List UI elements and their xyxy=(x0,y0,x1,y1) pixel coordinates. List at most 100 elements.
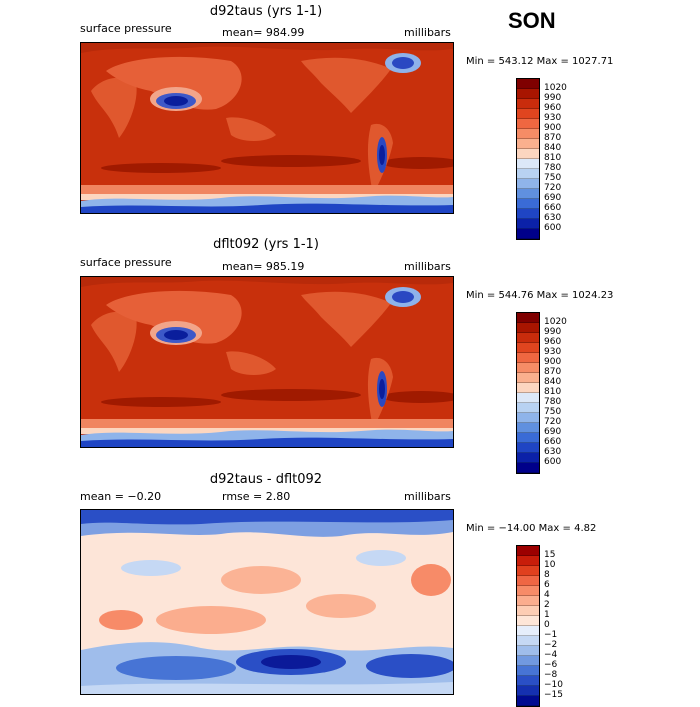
panel-1-colorbar xyxy=(516,78,540,240)
panel-3-title: d92taus - dflt092 xyxy=(209,472,323,487)
colorbar-label: −6 xyxy=(544,660,558,670)
colorbar-swatch xyxy=(517,89,539,99)
colorbar-label: −8 xyxy=(544,670,558,680)
colorbar-label: 840 xyxy=(544,377,562,387)
colorbar-label: 780 xyxy=(544,163,562,173)
colorbar-swatch xyxy=(517,383,539,393)
colorbar-label: 990 xyxy=(544,93,562,103)
colorbar-swatch xyxy=(517,109,539,119)
colorbar-swatch xyxy=(517,343,539,353)
colorbar-label: 4 xyxy=(544,590,550,600)
colorbar-swatch xyxy=(517,159,539,169)
colorbar-swatch xyxy=(517,393,539,403)
panel-3-units-label: millibars xyxy=(404,490,451,503)
panel-2-variable-label: surface pressure xyxy=(80,256,172,269)
colorbar-swatch xyxy=(517,79,539,89)
panel-1-map xyxy=(80,42,454,214)
colorbar-swatch xyxy=(517,199,539,209)
colorbar-swatch xyxy=(517,363,539,373)
colorbar-label: 1020 xyxy=(544,83,567,93)
colorbar-swatch xyxy=(517,626,539,636)
panel-1-mean-label: mean= 984.99 xyxy=(222,26,305,39)
colorbar-swatch xyxy=(517,546,539,556)
colorbar-swatch xyxy=(517,119,539,129)
colorbar-label: 600 xyxy=(544,223,562,233)
colorbar-swatch xyxy=(517,556,539,566)
panel-3-minmax: Min = −14.00 Max = 4.82 xyxy=(466,523,597,534)
colorbar-swatch xyxy=(517,169,539,179)
panel-1-units-label: millibars xyxy=(404,26,451,39)
colorbar-swatch xyxy=(517,616,539,626)
panel-3-map xyxy=(80,509,454,695)
colorbar-label: 930 xyxy=(544,347,562,357)
colorbar-swatch xyxy=(517,606,539,616)
panel-2-colorbar xyxy=(516,312,540,474)
colorbar-label: 780 xyxy=(544,397,562,407)
colorbar-label: 630 xyxy=(544,447,562,457)
panel-2-title: dflt092 (yrs 1-1) xyxy=(213,237,319,252)
colorbar-label: 0 xyxy=(544,620,550,630)
colorbar-label: −15 xyxy=(544,690,563,700)
colorbar-swatch xyxy=(517,373,539,383)
colorbar-label: −10 xyxy=(544,680,563,690)
colorbar-label: 900 xyxy=(544,357,562,367)
colorbar-swatch xyxy=(517,129,539,139)
colorbar-label: 660 xyxy=(544,203,562,213)
colorbar-swatch xyxy=(517,646,539,656)
colorbar-swatch xyxy=(517,179,539,189)
panel-1-title: d92taus (yrs 1-1) xyxy=(209,4,323,19)
colorbar-swatch xyxy=(517,443,539,453)
colorbar-label: 2 xyxy=(544,600,550,610)
colorbar-label: 930 xyxy=(544,113,562,123)
panel-3-rmse-label: rmse = 2.80 xyxy=(222,490,291,503)
colorbar-swatch xyxy=(517,219,539,229)
colorbar-swatch xyxy=(517,576,539,586)
colorbar-label: 1 xyxy=(544,610,550,620)
panel-1-minmax: Min = 543.12 Max = 1027.71 xyxy=(466,56,614,67)
panel-2-mean-label: mean= 985.19 xyxy=(222,260,305,273)
colorbar-label: 870 xyxy=(544,133,562,143)
colorbar-swatch xyxy=(517,666,539,676)
colorbar-swatch xyxy=(517,209,539,219)
colorbar-label: 6 xyxy=(544,580,550,590)
colorbar-label: 660 xyxy=(544,437,562,447)
colorbar-swatch xyxy=(517,413,539,423)
colorbar-swatch xyxy=(517,149,539,159)
colorbar-swatch xyxy=(517,323,539,333)
panel-2-minmax: Min = 544.76 Max = 1024.23 xyxy=(466,290,614,301)
colorbar-swatch xyxy=(517,463,539,473)
panel-2-map xyxy=(80,276,454,448)
colorbar-swatch xyxy=(517,139,539,149)
colorbar-swatch xyxy=(517,596,539,606)
colorbar-label: 1020 xyxy=(544,317,567,327)
colorbar-label: 960 xyxy=(544,103,562,113)
panel-2-colorbar-labels: 1020 990 960 930 900 870 840 810 780 750 720 690 660… xyxy=(544,317,567,467)
colorbar-swatch xyxy=(517,636,539,646)
panel-3-colorbar xyxy=(516,545,540,707)
colorbar-label: 690 xyxy=(544,427,562,437)
colorbar-label: 810 xyxy=(544,153,562,163)
colorbar-swatch xyxy=(517,686,539,696)
colorbar-label: 810 xyxy=(544,387,562,397)
colorbar-label: 630 xyxy=(544,213,562,223)
colorbar-label: −1 xyxy=(544,630,558,640)
colorbar-swatch xyxy=(517,453,539,463)
panel-2-units-label: millibars xyxy=(404,260,451,273)
colorbar-label: −4 xyxy=(544,650,558,660)
colorbar-label: 8 xyxy=(544,570,550,580)
colorbar-label: 720 xyxy=(544,417,562,427)
colorbar-swatch xyxy=(517,676,539,686)
colorbar-swatch xyxy=(517,403,539,413)
colorbar-swatch xyxy=(517,229,539,239)
colorbar-swatch xyxy=(517,189,539,199)
colorbar-label: 840 xyxy=(544,143,562,153)
colorbar-swatch xyxy=(517,696,539,706)
panel-1-colorbar-labels: 1020 990 960 930 900 870 840 810 780 750 720 690 660… xyxy=(544,83,567,233)
colorbar-swatch xyxy=(517,333,539,343)
colorbar-label: 750 xyxy=(544,407,562,417)
colorbar-label: 720 xyxy=(544,183,562,193)
colorbar-swatch xyxy=(517,433,539,443)
panel-3-mean-label: mean = −0.20 xyxy=(80,490,162,503)
season-title: SON xyxy=(508,8,556,33)
colorbar-swatch xyxy=(517,566,539,576)
